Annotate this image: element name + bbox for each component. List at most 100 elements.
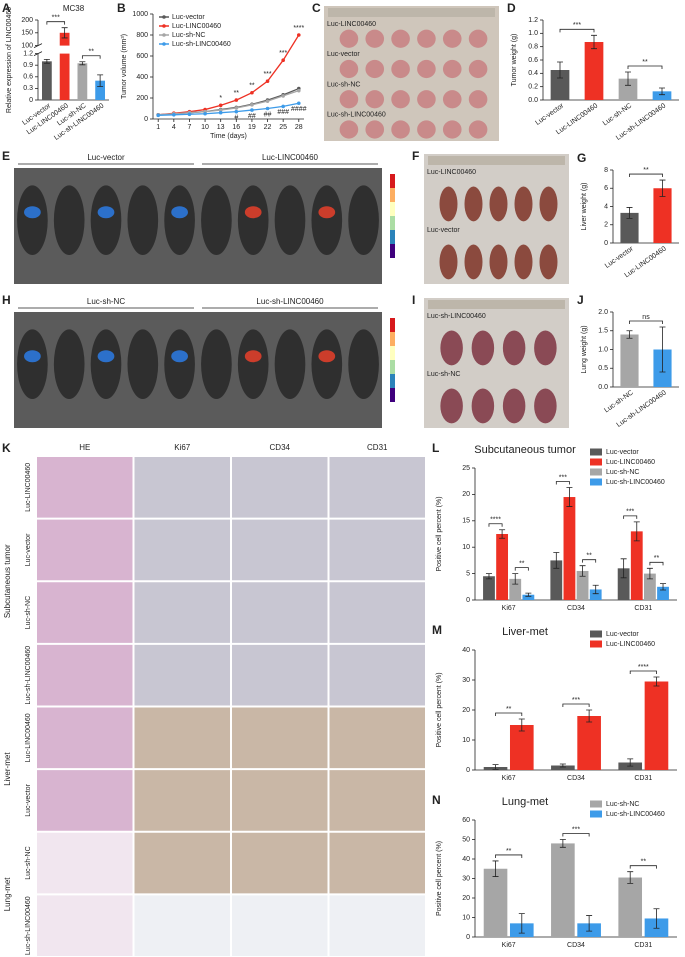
bar bbox=[551, 765, 575, 770]
mouse bbox=[53, 185, 85, 255]
x-tick-label: 1 bbox=[156, 124, 160, 131]
row-label: Luc-sh-LINC00460 bbox=[427, 313, 486, 320]
y-tick-label: 0.4 bbox=[528, 70, 538, 77]
legend-label: Luc-sh-LINC00460 bbox=[606, 811, 665, 818]
row-label: Luc-sh-LINC00460 bbox=[25, 896, 32, 955]
significance-label: *** bbox=[572, 826, 580, 833]
specimen bbox=[468, 59, 488, 79]
specimen bbox=[502, 388, 526, 424]
signal bbox=[244, 206, 262, 219]
bar bbox=[630, 531, 643, 600]
x-tick-label: Luc-vector bbox=[534, 102, 565, 127]
bar bbox=[483, 576, 495, 600]
panel-letter: K bbox=[2, 441, 11, 455]
y-tick-label: 0.8 bbox=[528, 44, 538, 51]
y-tick-label: 1.0 bbox=[598, 346, 608, 353]
bar bbox=[618, 78, 638, 100]
series-point bbox=[296, 88, 301, 93]
panel-letter: M bbox=[432, 623, 442, 637]
significance-label: #### bbox=[291, 106, 307, 113]
column-label: Luc-sh-LINC00460 bbox=[256, 297, 324, 306]
series-point bbox=[203, 111, 207, 116]
x-tick-label: 19 bbox=[248, 124, 256, 131]
chart-title: Liver-met bbox=[502, 626, 548, 638]
x-tick-label: CD31 bbox=[634, 605, 652, 612]
specimen bbox=[440, 388, 463, 424]
y-tick-label: 0.0 bbox=[598, 384, 608, 391]
error-bar bbox=[627, 871, 634, 884]
legend-label: Luc-sh-NC bbox=[172, 32, 205, 39]
y-tick-label: 10 bbox=[462, 737, 470, 744]
histology-image bbox=[232, 770, 328, 831]
bar bbox=[620, 334, 639, 387]
signal bbox=[97, 206, 115, 219]
y-tick-label: 2 bbox=[604, 222, 608, 229]
significance-bracket bbox=[46, 21, 66, 25]
error-bar bbox=[653, 908, 660, 929]
y-tick-label: 0 bbox=[466, 767, 470, 774]
mouse bbox=[90, 185, 122, 255]
y-tick-label: 15 bbox=[462, 518, 470, 525]
y-tick-label: 5 bbox=[466, 570, 470, 577]
significance-label: *** bbox=[52, 15, 60, 22]
significance-label: # bbox=[234, 114, 238, 121]
series-point bbox=[218, 108, 223, 112]
significance-label: *** bbox=[572, 697, 580, 704]
legend-swatch bbox=[590, 448, 602, 456]
error-bar bbox=[626, 207, 633, 219]
significance-bracket bbox=[559, 28, 595, 33]
error-bar bbox=[592, 584, 599, 595]
series-line bbox=[158, 102, 299, 116]
y-tick-label: 1000 bbox=[132, 11, 148, 18]
significance-bracket bbox=[81, 55, 101, 59]
x-tick-label: 13 bbox=[217, 124, 225, 131]
y-tick-label: 1.2 bbox=[23, 50, 33, 57]
mouse bbox=[90, 329, 122, 400]
significance-label: ## bbox=[248, 113, 256, 120]
y-axis-label: Positive cell percent (%) bbox=[436, 841, 443, 916]
signal bbox=[97, 350, 115, 363]
error-bar bbox=[79, 61, 86, 66]
significance-bracket bbox=[562, 703, 590, 707]
legend-swatch bbox=[590, 458, 602, 466]
significance-label: **** bbox=[638, 664, 649, 671]
column-label: Ki67 bbox=[174, 443, 191, 452]
significance-label: * bbox=[219, 95, 222, 102]
legend-label: Luc-LINC00460 bbox=[606, 641, 655, 648]
y-tick-label: 600 bbox=[136, 53, 148, 60]
significance-label: ** bbox=[641, 859, 647, 866]
ruler bbox=[428, 156, 565, 165]
significance-label: *** bbox=[559, 474, 567, 481]
x-tick-label: 28 bbox=[295, 124, 303, 131]
y-tick-label: 0.3 bbox=[23, 85, 33, 92]
specimen bbox=[468, 29, 488, 48]
bar bbox=[509, 578, 522, 600]
histology-image bbox=[37, 707, 133, 769]
panel-letter: A bbox=[2, 1, 11, 15]
y-tick-label: 40 bbox=[462, 647, 470, 654]
color-scale bbox=[390, 360, 395, 374]
significance-label: ** bbox=[642, 59, 648, 66]
histology-image bbox=[232, 582, 328, 643]
legend-label: Luc-vector bbox=[606, 631, 639, 638]
error-bar bbox=[559, 839, 566, 848]
specimen bbox=[365, 120, 385, 139]
error-bar bbox=[485, 573, 492, 580]
row-label: Luc-sh-LINC00460 bbox=[327, 112, 386, 119]
legend-marker bbox=[162, 15, 166, 19]
y-tick-label: 20 bbox=[462, 491, 470, 498]
signal bbox=[244, 350, 262, 363]
x-axis-label: Time (days) bbox=[210, 133, 247, 140]
y-axis-label: Liver weight (g) bbox=[581, 183, 588, 231]
x-tick-label: Ki67 bbox=[502, 942, 516, 949]
error-bar bbox=[566, 487, 573, 507]
histology-image bbox=[232, 707, 328, 769]
specimen bbox=[539, 186, 558, 222]
mouse bbox=[311, 185, 343, 255]
specimen bbox=[417, 29, 436, 48]
bar bbox=[652, 91, 672, 100]
error-bar bbox=[518, 913, 525, 934]
mouse bbox=[201, 185, 232, 255]
x-tick-label: CD31 bbox=[634, 942, 652, 949]
row-label: Luc-sh-NC bbox=[427, 371, 460, 378]
